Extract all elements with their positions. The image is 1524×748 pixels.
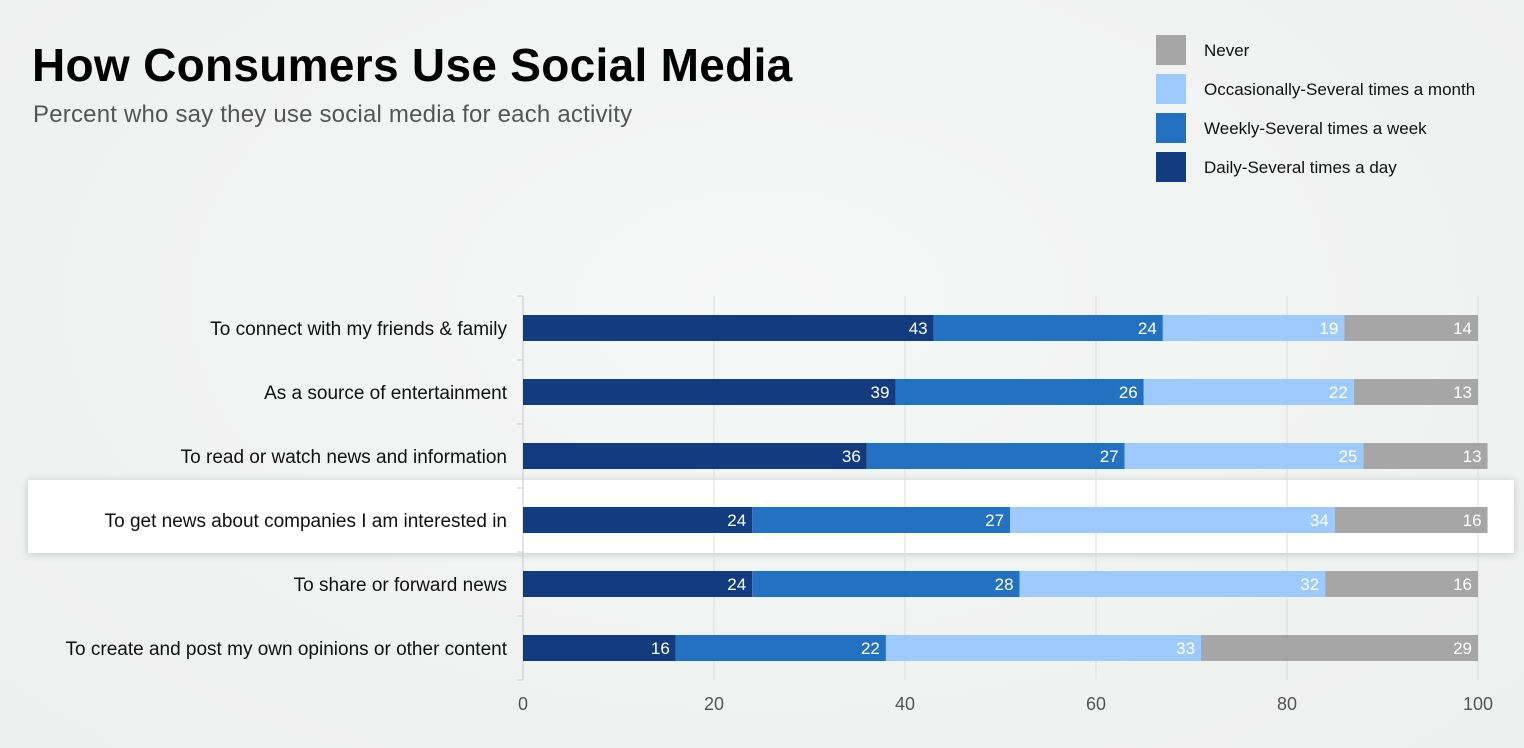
data-label: 16: [651, 639, 670, 658]
bar-segment: [1010, 507, 1335, 533]
bar-segment: [885, 635, 1202, 661]
bar-segment: [1124, 443, 1364, 469]
chart-subtitle: Percent who say they use social media fo…: [33, 101, 633, 128]
data-label: 43: [909, 319, 928, 338]
data-label: 16: [1463, 511, 1482, 530]
data-label: 25: [1338, 447, 1357, 466]
data-label: 27: [985, 511, 1004, 530]
bar-segment: [1334, 507, 1488, 533]
bar-segment: [523, 635, 676, 661]
x-tick-label: 20: [704, 694, 724, 714]
data-label: 28: [995, 575, 1014, 594]
category-label: To get news about companies I am interes…: [105, 511, 507, 532]
bar-segment: [933, 315, 1163, 341]
legend-item: Occasionally-Several times a month: [1156, 74, 1516, 104]
category-label: To create and post my own opinions or ot…: [66, 639, 508, 660]
category-label: As a source of entertainment: [264, 383, 508, 404]
bar-segment: [523, 443, 867, 469]
x-tick-label: 100: [1463, 694, 1493, 714]
data-label: 26: [1119, 383, 1138, 402]
legend-label: Daily-Several times a day: [1204, 158, 1397, 177]
legend-label: Never: [1204, 41, 1250, 60]
legend-swatch: [1156, 152, 1186, 182]
bar-segment: [675, 635, 886, 661]
bar-segment: [1353, 379, 1478, 405]
legend-swatch: [1156, 35, 1186, 65]
data-label: 36: [842, 447, 861, 466]
legend-item: Weekly-Several times a week: [1156, 113, 1516, 143]
category-label: To share or forward news: [294, 575, 507, 596]
legend-item: Never: [1156, 35, 1516, 65]
bar-segment: [866, 443, 1125, 469]
data-label: 24: [727, 511, 746, 530]
data-label: 27: [1100, 447, 1119, 466]
bar-segment: [1325, 571, 1478, 597]
data-label: 14: [1453, 319, 1472, 338]
x-tick-label: 0: [518, 694, 528, 714]
data-label: 33: [1176, 639, 1195, 658]
bar-segment: [895, 379, 1144, 405]
data-label: 34: [1310, 511, 1329, 530]
legend-label: Occasionally-Several times a month: [1204, 80, 1476, 99]
bar-segment: [752, 571, 1020, 597]
bar-segment: [523, 507, 753, 533]
bar-segment: [1201, 635, 1478, 661]
bar-segment: [523, 571, 753, 597]
data-label: 24: [1138, 319, 1157, 338]
bar-segment: [1344, 315, 1478, 341]
bar-segment: [1019, 571, 1326, 597]
data-label: 13: [1463, 447, 1482, 466]
bar-segment: [1162, 315, 1345, 341]
x-tick-label: 80: [1277, 694, 1297, 714]
bar-segment: [1143, 379, 1354, 405]
legend-label: Weekly-Several times a week: [1204, 119, 1427, 138]
data-label: 22: [861, 639, 880, 658]
data-label: 22: [1329, 383, 1348, 402]
data-label: 39: [871, 383, 890, 402]
bar-segment: [752, 507, 1011, 533]
data-label: 16: [1453, 575, 1472, 594]
bar-segment: [523, 379, 896, 405]
legend-item: Daily-Several times a day: [1156, 152, 1516, 182]
x-tick-label: 60: [1086, 694, 1106, 714]
data-label: 13: [1453, 383, 1472, 402]
legend-swatch: [1156, 113, 1186, 143]
data-label: 19: [1319, 319, 1338, 338]
bar-segment: [1363, 443, 1488, 469]
data-label: 32: [1300, 575, 1319, 594]
category-label: To read or watch news and information: [181, 447, 507, 468]
bar-segment: [523, 315, 934, 341]
data-label: 29: [1453, 639, 1472, 658]
category-label: To connect with my friends & family: [210, 319, 507, 340]
data-label: 24: [727, 575, 746, 594]
x-tick-label: 40: [895, 694, 915, 714]
chart-title: How Consumers Use Social Media: [32, 39, 793, 91]
legend-swatch: [1156, 74, 1186, 104]
